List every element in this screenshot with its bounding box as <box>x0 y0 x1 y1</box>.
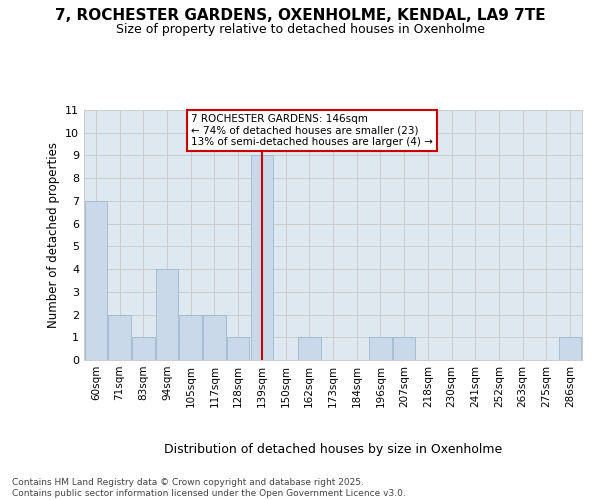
Bar <box>298 338 320 360</box>
Bar <box>156 269 178 360</box>
Bar <box>393 338 415 360</box>
Bar <box>251 156 273 360</box>
Bar <box>559 338 581 360</box>
Bar <box>132 338 155 360</box>
Bar <box>203 314 226 360</box>
Bar <box>109 314 131 360</box>
Bar <box>179 314 202 360</box>
Bar <box>85 201 107 360</box>
Bar <box>369 338 392 360</box>
Text: Distribution of detached houses by size in Oxenholme: Distribution of detached houses by size … <box>164 442 502 456</box>
Y-axis label: Number of detached properties: Number of detached properties <box>47 142 59 328</box>
Bar <box>227 338 250 360</box>
Text: 7, ROCHESTER GARDENS, OXENHOLME, KENDAL, LA9 7TE: 7, ROCHESTER GARDENS, OXENHOLME, KENDAL,… <box>55 8 545 22</box>
Text: Size of property relative to detached houses in Oxenholme: Size of property relative to detached ho… <box>115 22 485 36</box>
Text: Contains HM Land Registry data © Crown copyright and database right 2025.
Contai: Contains HM Land Registry data © Crown c… <box>12 478 406 498</box>
Text: 7 ROCHESTER GARDENS: 146sqm
← 74% of detached houses are smaller (23)
13% of sem: 7 ROCHESTER GARDENS: 146sqm ← 74% of det… <box>191 114 433 147</box>
